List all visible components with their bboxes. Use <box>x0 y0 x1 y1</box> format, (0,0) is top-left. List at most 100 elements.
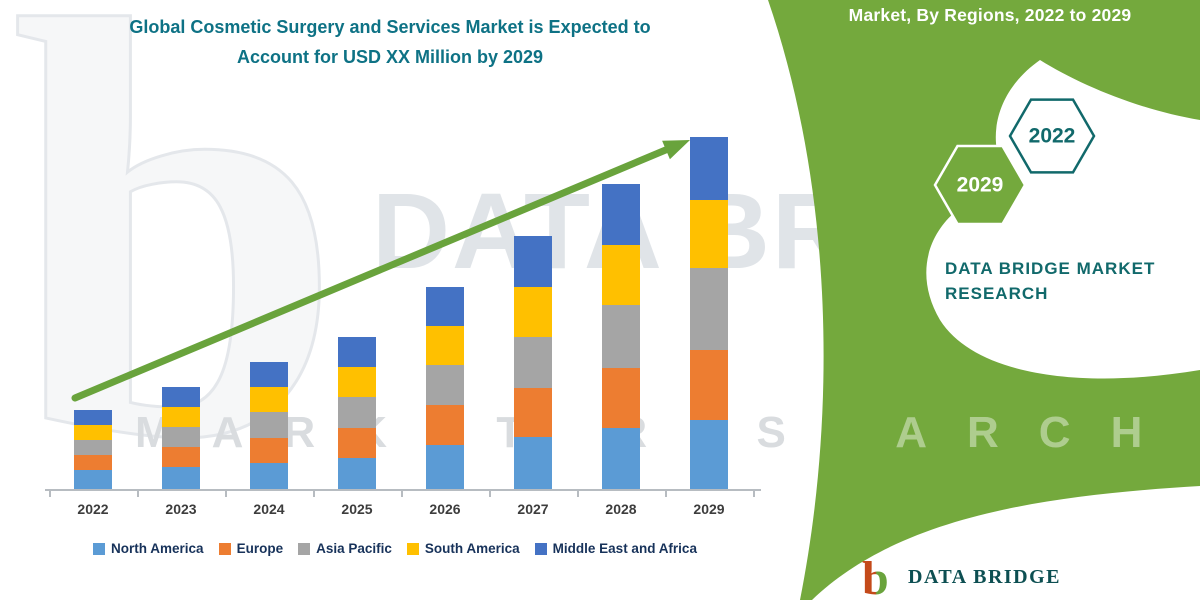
bar-2028-segment-middle-east-and-africa <box>602 184 640 245</box>
bar-2024-segment-north-america <box>250 463 288 490</box>
legend-label-south-america: South America <box>424 541 520 556</box>
axis-tick <box>577 490 579 497</box>
logo-b-glyph: b <box>862 554 889 600</box>
bar-2024-segment-europe <box>250 438 288 463</box>
bar-2026 <box>401 130 489 490</box>
report-subtitle: Market, By Regions, 2022 to 2029 <box>848 5 1132 25</box>
x-axis-ticks <box>49 490 755 498</box>
dbmr-label-line1: DATA BRIDGE MARKET <box>945 259 1156 278</box>
bar-2028-segment-asia-pacific <box>602 305 640 368</box>
legend-item-asia-pacific: Asia Pacific <box>298 541 392 556</box>
bar-2027-segment-asia-pacific <box>514 337 552 388</box>
legend-label-asia-pacific: Asia Pacific <box>316 541 392 556</box>
legend-swatch-south-america <box>406 542 419 555</box>
data-bridge-logo: b DATA BRIDGE <box>858 554 1061 600</box>
axis-tick <box>49 490 51 497</box>
bar-2027-segment-middle-east-and-africa <box>514 236 552 287</box>
axis-tick <box>401 490 403 497</box>
stacked-bar-plot <box>49 130 753 490</box>
bar-2022-segment-south-america <box>74 425 112 440</box>
bar-2022-segment-asia-pacific <box>74 440 112 455</box>
x-label-2023: 2023 <box>165 501 197 517</box>
legend-swatch-europe <box>218 542 231 555</box>
axis-tick <box>225 490 227 497</box>
chart-title-line1: Global Cosmetic Surgery and Services Mar… <box>129 17 651 37</box>
axis-tick <box>753 490 755 497</box>
chart-title-line2: Account for USD XX Million by 2029 <box>236 47 544 67</box>
legend-item-south-america: South America <box>406 541 520 556</box>
bar-2023-segment-asia-pacific <box>162 427 200 447</box>
bar-2025-segment-europe <box>338 428 376 458</box>
bar-2028-segment-europe <box>602 368 640 428</box>
bar-2023-segment-middle-east-and-africa <box>162 387 200 407</box>
data-bridge-logo-icon: b <box>862 554 889 600</box>
x-label-2022: 2022 <box>77 501 109 517</box>
bar-2023 <box>137 130 225 490</box>
bar-2027-segment-north-america <box>514 437 552 490</box>
axis-tick <box>137 490 139 497</box>
bar-2024-segment-asia-pacific <box>250 412 288 438</box>
x-label-2025: 2025 <box>341 501 373 517</box>
bar-2023-segment-south-america <box>162 407 200 427</box>
bar-2022 <box>49 130 137 490</box>
legend-label-north-america: North America <box>111 541 204 556</box>
bar-2026-segment-north-america <box>426 445 464 490</box>
legend-swatch-middle-east-and-africa <box>534 542 547 555</box>
bar-2025-segment-south-america <box>338 367 376 397</box>
bar-2023-segment-north-america <box>162 467 200 490</box>
legend-item-north-america: North America <box>93 541 204 556</box>
legend-item-middle-east-and-africa: Middle East and Africa <box>534 541 697 556</box>
dbmr-label-line2: RESEARCH <box>945 284 1049 303</box>
chart-title: Global Cosmetic Surgery and Services Mar… <box>60 12 720 72</box>
bar-2024 <box>225 130 313 490</box>
bar-2026-segment-europe <box>426 405 464 445</box>
bar-2028 <box>577 130 665 490</box>
x-label-2026: 2026 <box>429 501 461 517</box>
hexagon-2022-label: 2022 <box>1029 125 1076 148</box>
bar-2025-segment-north-america <box>338 458 376 490</box>
bar-2025-segment-middle-east-and-africa <box>338 337 376 367</box>
bar-2027 <box>489 130 577 490</box>
bar-2022-segment-europe <box>74 455 112 470</box>
x-label-2028: 2028 <box>605 501 637 517</box>
axis-tick <box>313 490 315 497</box>
bar-2025-segment-asia-pacific <box>338 397 376 428</box>
legend-item-europe: Europe <box>218 541 284 556</box>
bar-2024-segment-middle-east-and-africa <box>250 362 288 387</box>
bar-2029-segment-north-america <box>690 420 728 490</box>
bar-2023-segment-europe <box>162 447 200 467</box>
data-bridge-logo-text: DATA BRIDGE <box>908 565 1062 588</box>
hexagon-2022 <box>1008 98 1096 174</box>
bar-2027-segment-europe <box>514 388 552 437</box>
data-bridge-market-research-label: DATA BRIDGE MARKET RESEARCH <box>945 256 1155 306</box>
bar-2029-segment-middle-east-and-africa <box>690 137 728 200</box>
bar-2029 <box>665 130 753 490</box>
legend-label-europe: Europe <box>236 541 284 556</box>
bar-2024-segment-south-america <box>250 387 288 412</box>
legend-swatch-north-america <box>93 542 106 555</box>
legend-label-middle-east-and-africa: Middle East and Africa <box>552 541 697 556</box>
legend-swatch-asia-pacific <box>298 542 311 555</box>
x-axis-line <box>45 489 761 491</box>
bar-2025 <box>313 130 401 490</box>
bar-2028-segment-north-america <box>602 428 640 490</box>
axis-tick <box>489 490 491 497</box>
axis-tick <box>665 490 667 497</box>
bar-2022-segment-middle-east-and-africa <box>74 410 112 425</box>
x-label-2029: 2029 <box>693 501 725 517</box>
x-axis-labels: 2022 2023 2024 2025 2026 2027 2028 2029 <box>49 501 753 517</box>
watermark-market-research-on-green: MARKET RESEARCH <box>860 408 1200 468</box>
watermark-market-research-white: MARKET RESEARCH <box>860 408 1183 457</box>
bar-2029-segment-asia-pacific <box>690 268 728 350</box>
bar-2026-segment-south-america <box>426 326 464 365</box>
chart-legend: North America Europe Asia Pacific South Ame… <box>25 541 765 556</box>
bar-2028-segment-south-america <box>602 245 640 305</box>
bar-2022-segment-north-america <box>74 470 112 490</box>
bar-2026-segment-asia-pacific <box>426 365 464 405</box>
x-label-2024: 2024 <box>253 501 285 517</box>
bar-2027-segment-south-america <box>514 287 552 337</box>
bar-2029-segment-europe <box>690 350 728 420</box>
bar-2026-segment-middle-east-and-africa <box>426 287 464 326</box>
x-label-2027: 2027 <box>517 501 549 517</box>
